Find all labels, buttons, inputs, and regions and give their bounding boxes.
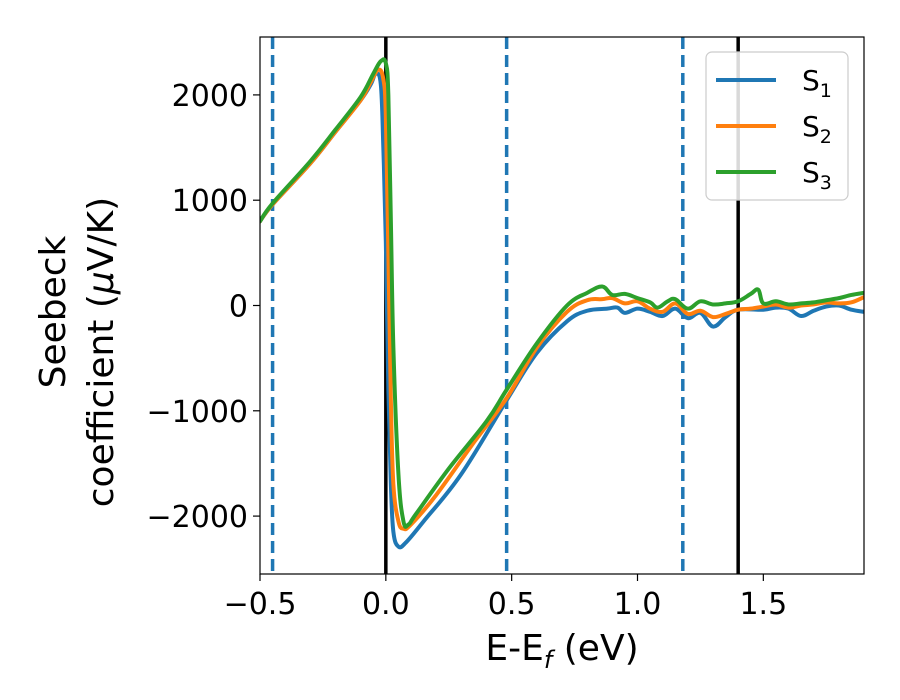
legend-box: [705, 51, 849, 201]
series-line-s1: [260, 71, 864, 550]
axis-labels: E-Ef (eV) Seebeck coefficient (μV/K): [33, 197, 639, 674]
y-tick-label: −2000: [147, 500, 248, 535]
x-tick-label: 0.5: [488, 587, 536, 622]
legend-label-s2: S2: [802, 110, 832, 148]
series-line-s3: [260, 57, 864, 529]
x-axis-label: E-Ef (eV): [485, 628, 638, 674]
x-tick-label: 1.5: [739, 587, 787, 622]
legend-label-s3: S3: [802, 156, 832, 194]
x-tick-label: −0.5: [224, 587, 297, 622]
y-axis-label-line1: Seebeck: [33, 235, 74, 388]
series-line-s2: [260, 67, 864, 532]
y-tick-label: −1000: [147, 395, 248, 430]
y-tick-label: 0: [229, 290, 248, 325]
y-axis-label-line2: coefficient (μV/K): [81, 197, 122, 507]
x-tick-label: 1.0: [614, 587, 662, 622]
x-tick-label: 0.0: [362, 587, 410, 622]
legend: S1 S2 S3: [705, 51, 849, 201]
legend-label-s1: S1: [802, 64, 832, 102]
y-tick-label: 1000: [172, 184, 248, 219]
y-tick-label: 2000: [172, 79, 248, 114]
axis-ticks: −0.5 0.0 0.5 1.0 1.5 −2000 −1000 0 1000 2000: [147, 79, 788, 622]
